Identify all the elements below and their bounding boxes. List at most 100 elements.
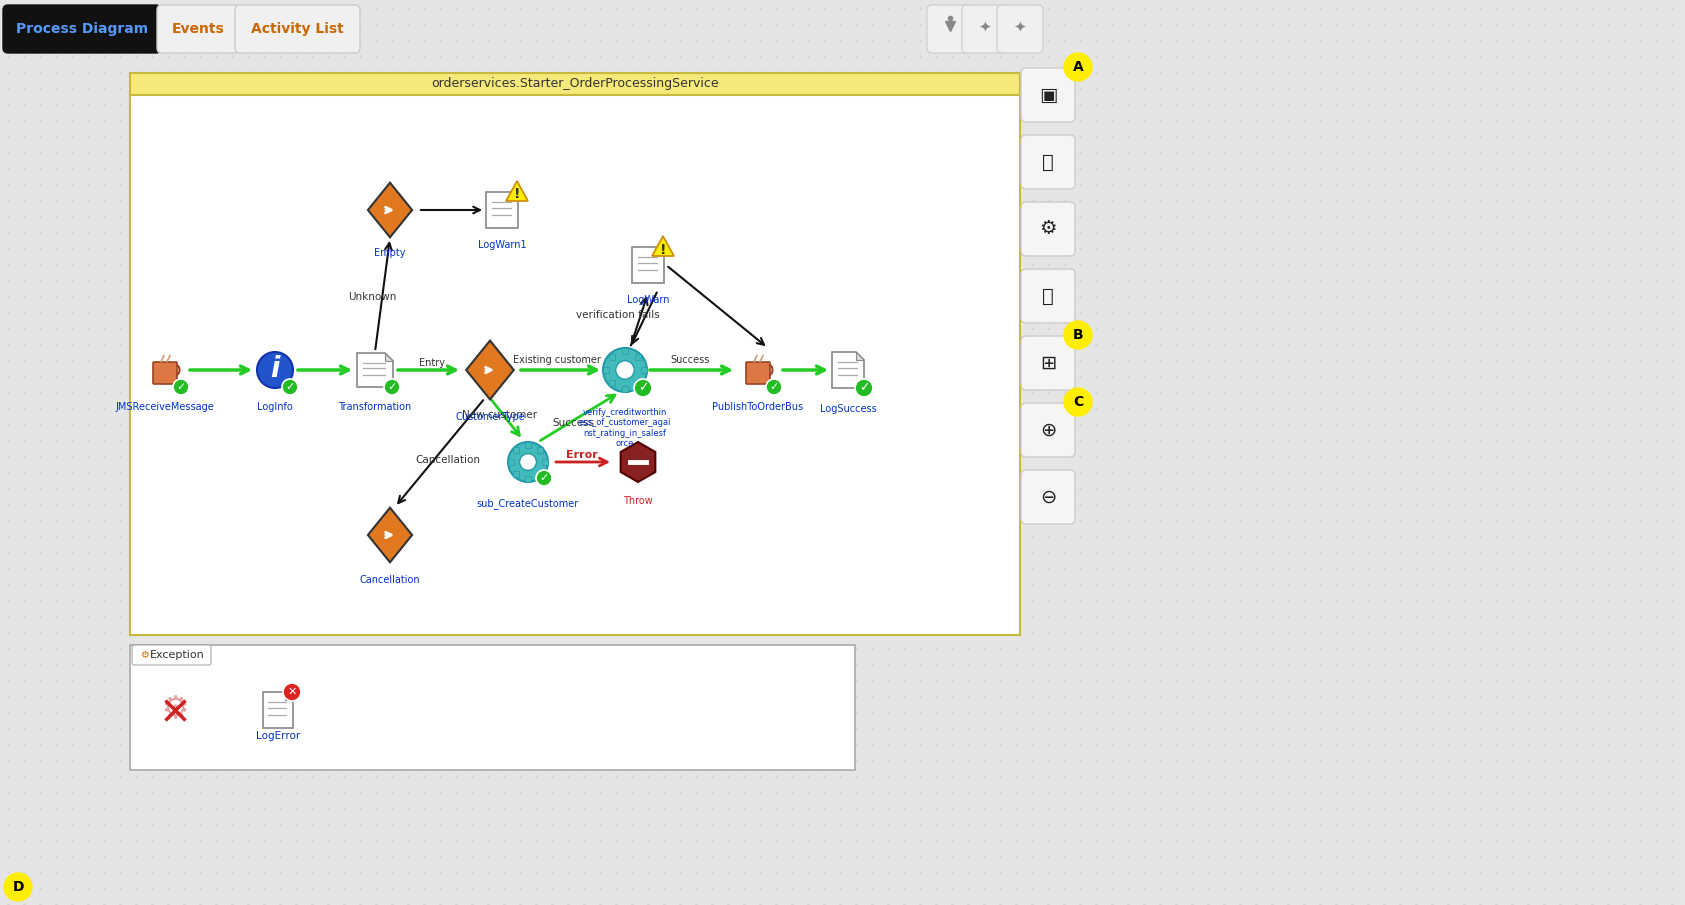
Circle shape [283,683,302,701]
Polygon shape [467,340,514,399]
Text: ✓: ✓ [637,382,649,395]
Text: ✓: ✓ [285,382,295,392]
FancyBboxPatch shape [157,5,239,53]
Text: Existing customer: Existing customer [512,355,602,365]
Text: orderservices.Starter_OrderProcessingService: orderservices.Starter_OrderProcessingSer… [431,78,719,91]
Text: CustomerType: CustomerType [455,412,524,422]
Text: !: ! [514,187,521,202]
FancyBboxPatch shape [131,645,211,665]
Text: LogSuccess: LogSuccess [819,404,876,414]
Polygon shape [632,247,664,283]
Polygon shape [620,442,655,482]
FancyBboxPatch shape [1021,135,1075,189]
Text: verify_creditworthin
ess_of_customer_agai
nst_rating_in_salesf
orce: verify_creditworthin ess_of_customer_aga… [578,408,671,448]
Circle shape [3,873,32,901]
Text: Throw: Throw [623,496,652,506]
Text: LogWarn1: LogWarn1 [477,240,526,250]
FancyBboxPatch shape [3,5,162,53]
Text: 🏷: 🏷 [1041,153,1053,172]
Polygon shape [511,192,517,200]
FancyBboxPatch shape [603,367,610,373]
Text: Transformation: Transformation [339,402,411,412]
FancyBboxPatch shape [538,471,543,477]
Text: A: A [1073,60,1083,74]
Text: ✦: ✦ [1014,20,1026,34]
FancyBboxPatch shape [526,442,531,448]
Text: ✦: ✦ [979,20,991,34]
FancyBboxPatch shape [622,348,629,354]
Text: 🔭: 🔭 [1041,287,1053,306]
FancyBboxPatch shape [608,380,615,386]
Circle shape [174,379,189,395]
Text: D: D [12,880,24,894]
Polygon shape [384,353,393,361]
Polygon shape [263,692,293,728]
FancyBboxPatch shape [130,73,1019,95]
Circle shape [615,361,634,379]
Text: Cancellation: Cancellation [359,575,420,585]
Text: ⊞: ⊞ [1040,354,1056,373]
Circle shape [258,352,293,388]
Text: ✓: ✓ [177,382,185,392]
Polygon shape [506,181,527,201]
Polygon shape [832,352,864,388]
Text: LogError: LogError [256,731,300,741]
Text: Unknown: Unknown [349,292,396,302]
FancyBboxPatch shape [640,367,647,373]
FancyBboxPatch shape [1021,202,1075,256]
FancyBboxPatch shape [1021,269,1075,323]
Text: LogWarn: LogWarn [627,295,669,305]
Polygon shape [652,236,674,256]
Circle shape [634,379,652,397]
FancyBboxPatch shape [130,645,854,770]
FancyBboxPatch shape [1021,68,1075,122]
FancyBboxPatch shape [543,459,548,465]
Text: LogInfo: LogInfo [258,402,293,412]
Polygon shape [856,352,864,360]
Text: Success: Success [553,418,595,428]
Text: ⚙: ⚙ [1040,220,1056,239]
Text: New customer: New customer [462,410,538,420]
Text: ⚙: ⚙ [140,650,148,660]
FancyBboxPatch shape [1021,470,1075,524]
Circle shape [1063,388,1092,416]
FancyBboxPatch shape [526,476,531,482]
Circle shape [384,379,399,395]
Text: Exception: Exception [150,650,204,660]
Text: Events: Events [172,22,224,36]
Circle shape [536,470,553,486]
Text: ✓: ✓ [859,382,869,395]
FancyBboxPatch shape [1021,336,1075,390]
FancyBboxPatch shape [635,354,642,360]
Text: JMSReceiveMessage: JMSReceiveMessage [116,402,214,412]
FancyBboxPatch shape [927,5,972,53]
Text: ⊕: ⊕ [1040,421,1056,440]
Circle shape [854,379,873,397]
Text: C: C [1073,395,1083,409]
FancyBboxPatch shape [512,447,519,453]
FancyBboxPatch shape [507,459,514,465]
Text: ⊖: ⊖ [1040,488,1056,507]
FancyBboxPatch shape [234,5,361,53]
Text: PublishToOrderBus: PublishToOrderBus [713,402,804,412]
Text: ✓: ✓ [539,473,549,483]
FancyBboxPatch shape [1021,403,1075,457]
Text: ▣: ▣ [1040,85,1056,104]
FancyBboxPatch shape [746,362,770,384]
FancyBboxPatch shape [962,5,1008,53]
Text: ⚙: ⚙ [162,696,189,725]
FancyBboxPatch shape [512,471,519,477]
Text: i: i [270,355,280,383]
Text: Process Diagram: Process Diagram [15,22,148,36]
Text: ✓: ✓ [388,382,396,392]
Polygon shape [357,353,393,387]
Circle shape [1063,53,1092,81]
Text: Empty: Empty [374,248,406,258]
Circle shape [281,379,298,395]
Polygon shape [367,183,413,237]
Text: Cancellation: Cancellation [415,455,480,465]
Text: Entry: Entry [420,358,445,368]
FancyBboxPatch shape [153,362,177,384]
Text: verification fails: verification fails [576,310,661,320]
Circle shape [507,442,548,482]
